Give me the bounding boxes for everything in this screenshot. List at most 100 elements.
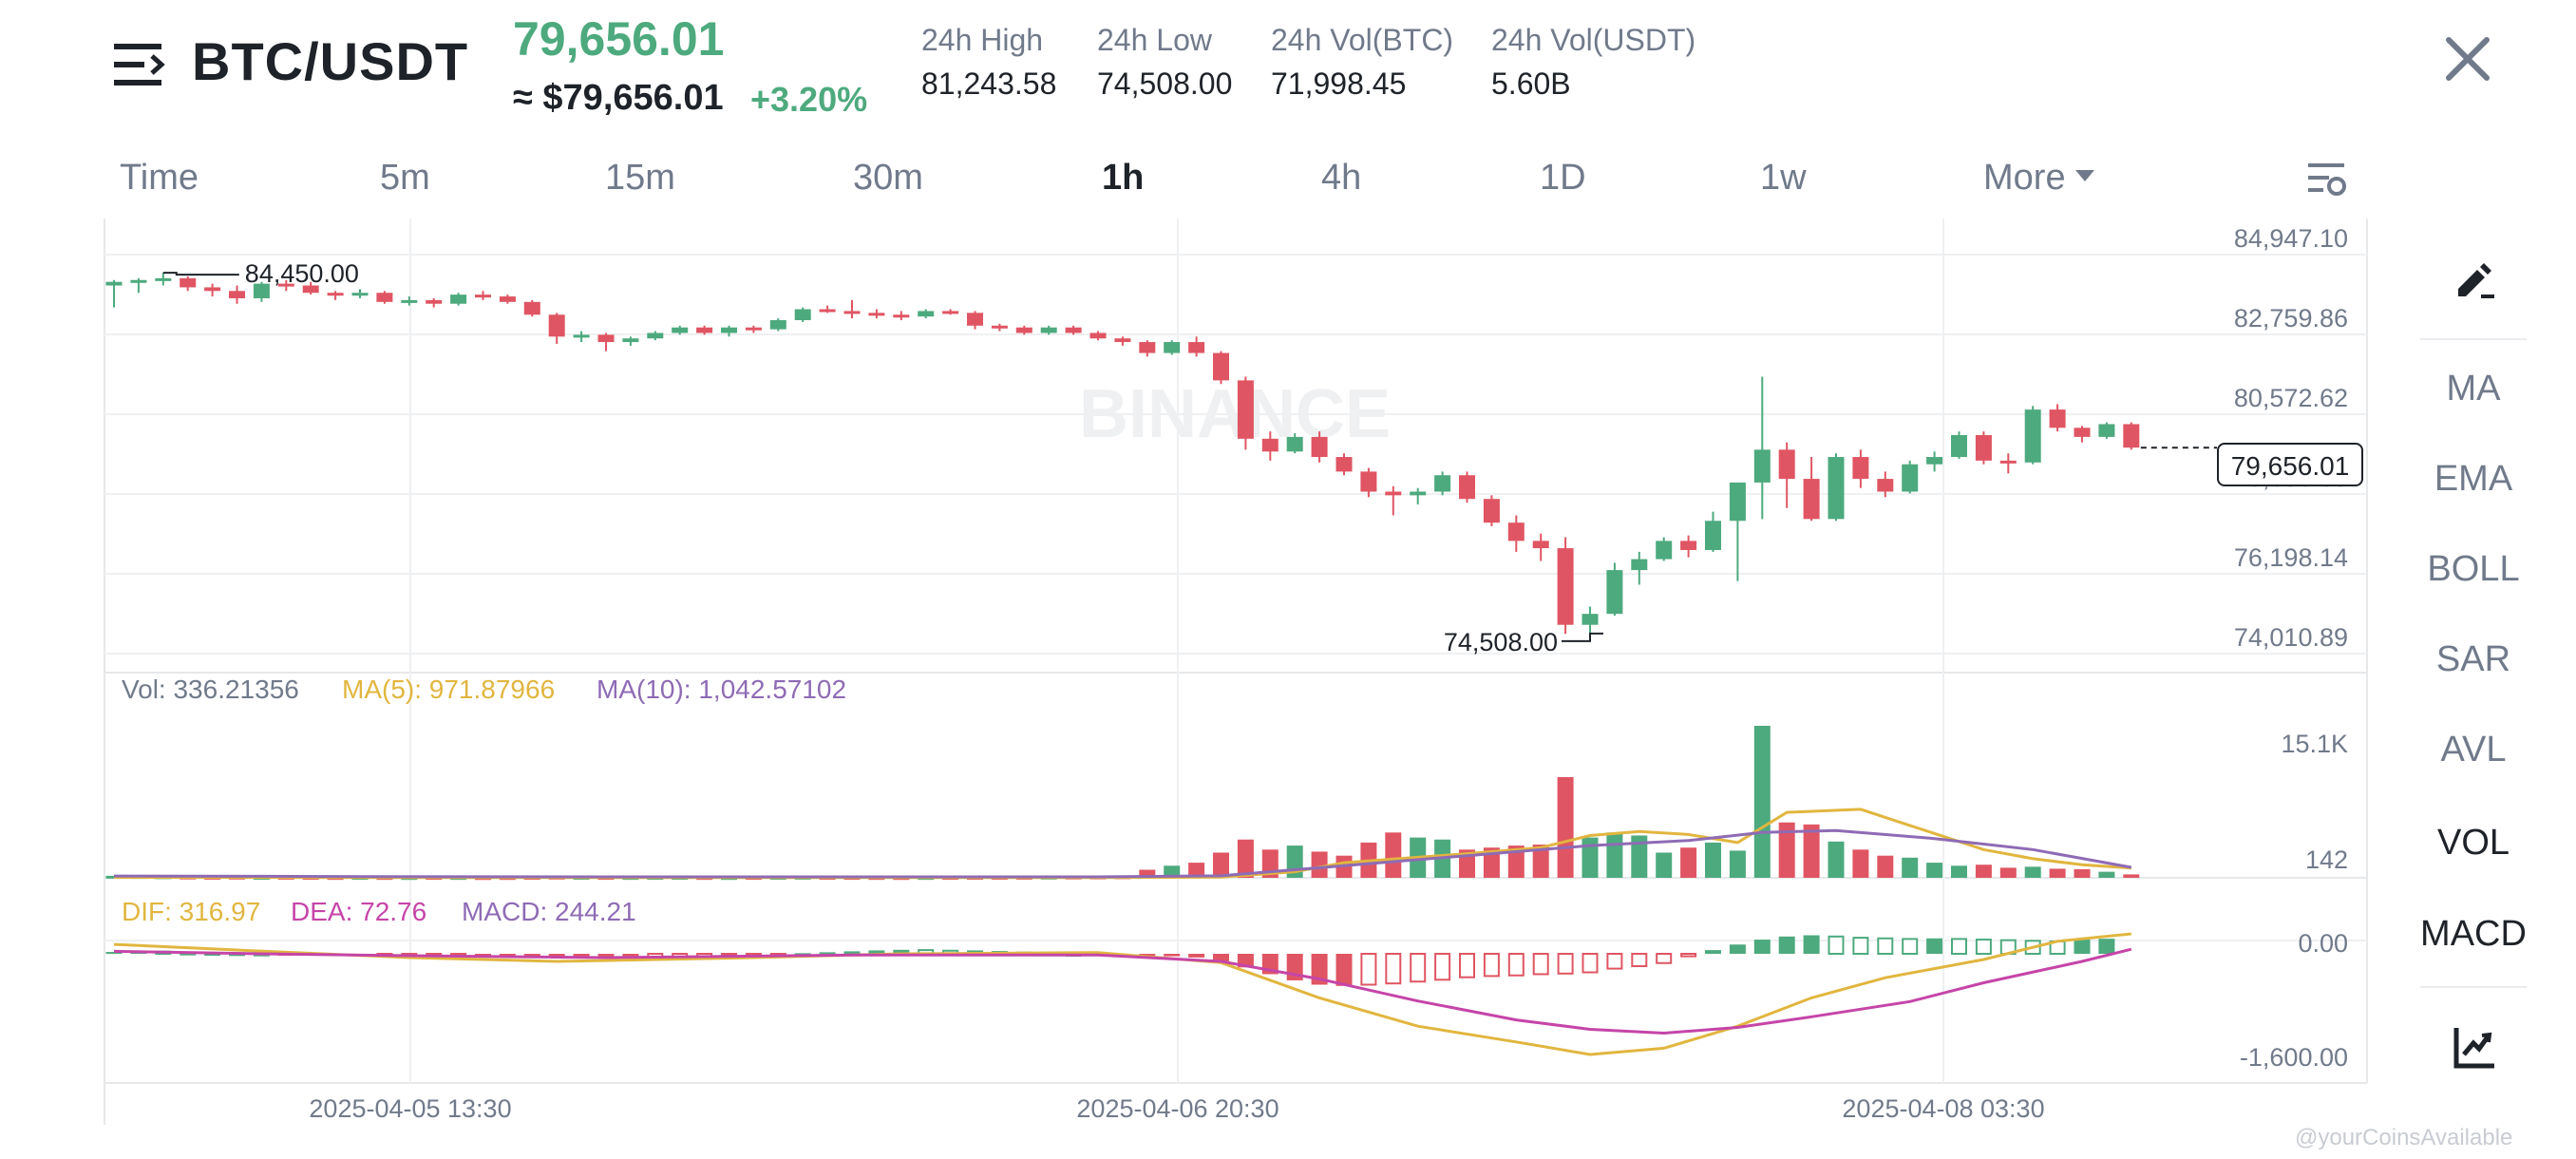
volume-bar xyxy=(1139,869,1156,878)
tab-1d[interactable]: 1D xyxy=(1540,158,1586,198)
macd-bar xyxy=(1459,953,1475,978)
macd-bar xyxy=(105,952,123,955)
indicator-vol[interactable]: VOL xyxy=(2436,823,2510,863)
macd-bar xyxy=(1335,954,1353,986)
macd-bar xyxy=(1557,953,1574,975)
indicator-ma[interactable]: MA xyxy=(2446,369,2501,408)
indicator-sar[interactable]: SAR xyxy=(2435,639,2511,679)
chart-settings-icon[interactable] xyxy=(2306,160,2348,198)
price-axis-label: 84,947.10 xyxy=(2234,224,2348,253)
volume-axis-label: 142 xyxy=(2305,846,2348,874)
candle xyxy=(180,277,197,288)
watermark-handle: @yourCoinsAvailable xyxy=(2295,1125,2513,1150)
volume-bar xyxy=(2098,871,2115,878)
macd-bar xyxy=(523,954,540,956)
macd-bar xyxy=(573,954,590,958)
high-marker-label: 84,450.00 xyxy=(245,259,359,288)
candle xyxy=(696,327,713,333)
macd-bar xyxy=(2074,940,2091,954)
tab-1h[interactable]: 1h xyxy=(1102,158,1145,198)
volume-bar xyxy=(1999,867,2017,878)
indicator-macd[interactable]: MACD xyxy=(2420,914,2527,954)
price-axis-label: 76,198.14 xyxy=(2234,543,2348,572)
candle xyxy=(1114,338,1131,343)
macd-bar xyxy=(1385,953,1402,985)
macd-bar xyxy=(475,954,491,956)
candle xyxy=(401,299,418,303)
chart-grid xyxy=(104,218,2368,1125)
candle xyxy=(1188,342,1205,353)
candle xyxy=(868,313,885,316)
candle xyxy=(1385,491,1402,496)
macd-bar xyxy=(843,951,861,954)
volume-bar xyxy=(1803,824,1820,878)
draw-tool-icon[interactable] xyxy=(2453,256,2498,302)
candle xyxy=(991,325,1008,329)
stat-24h-low-value: 74,508.00 xyxy=(1097,66,1233,101)
candle xyxy=(499,296,516,302)
candle xyxy=(918,311,935,317)
volume-bar xyxy=(1975,864,1992,878)
macd-bar xyxy=(1483,953,1500,978)
candle xyxy=(2123,424,2140,448)
low-marker-label: 74,508.00 xyxy=(1444,628,1558,656)
tab-15m[interactable]: 15m xyxy=(605,158,675,198)
tab-4h[interactable]: 4h xyxy=(1321,158,1362,198)
candle xyxy=(1951,434,1967,458)
candle xyxy=(1926,457,1943,465)
tab-1w[interactable]: 1w xyxy=(1760,158,1807,198)
macd-bar xyxy=(1926,938,1943,954)
macd-bar xyxy=(1188,954,1205,958)
candle xyxy=(1164,342,1181,353)
pair-title[interactable]: BTC/USDT xyxy=(192,31,469,91)
candle xyxy=(794,309,811,321)
candle xyxy=(1705,521,1721,550)
macd-bar xyxy=(1507,953,1525,977)
macd-bar xyxy=(1902,938,1919,956)
price-axis-label: 80,572.62 xyxy=(2234,384,2348,412)
volume-bar xyxy=(1213,852,1229,878)
candle xyxy=(1360,471,1377,492)
approx-usd-price: ≈ $79,656.01 xyxy=(513,78,724,118)
candle xyxy=(1483,499,1500,523)
volume-bar xyxy=(1705,842,1721,878)
current-price-tag: 79,656.01 xyxy=(2217,443,2363,486)
tab-5m[interactable]: 5m xyxy=(380,158,430,198)
trend-chart-icon[interactable] xyxy=(2453,1024,2498,1070)
candle xyxy=(2098,424,2115,437)
time-axis-label: 2025-04-06 20:30 xyxy=(1076,1094,1279,1123)
volume-bar xyxy=(2123,874,2140,878)
close-icon[interactable] xyxy=(2441,32,2494,86)
macd-bar xyxy=(2098,939,2115,954)
candle xyxy=(2074,428,2091,437)
indicator-avl[interactable]: AVL xyxy=(2440,730,2507,770)
tab-more[interactable]: More xyxy=(1983,158,2094,199)
candle xyxy=(647,332,664,339)
candle xyxy=(1778,449,1795,480)
tab-time[interactable]: Time xyxy=(120,158,199,198)
indicator-ema[interactable]: EMA xyxy=(2434,459,2513,499)
macd-bar xyxy=(1213,954,1229,961)
low-marker-line xyxy=(1562,632,1603,642)
volume-bar xyxy=(1753,726,1771,878)
candle xyxy=(548,314,565,337)
macd-bar xyxy=(1975,939,1992,955)
candle xyxy=(1335,457,1353,472)
volume-bar xyxy=(1631,835,1648,878)
menu-icon[interactable] xyxy=(114,42,167,87)
macd-bar xyxy=(1434,953,1451,981)
tab-30m[interactable]: 30m xyxy=(853,158,923,198)
candle xyxy=(2049,409,2066,428)
volume-bar xyxy=(1385,832,1402,878)
vol-ma10-legend: MA(10): 1,042.57102 xyxy=(597,674,847,704)
candle xyxy=(450,294,467,304)
indicator-boll[interactable]: BOLL xyxy=(2427,549,2520,589)
macd-histogram xyxy=(105,935,2115,986)
macd-bar xyxy=(1778,936,1795,954)
macd-bar xyxy=(1532,953,1549,976)
price-axis-label: 74,010.89 xyxy=(2234,623,2348,652)
macd-dif-line xyxy=(113,932,2131,1056)
macd-bar xyxy=(499,954,516,956)
candle xyxy=(721,327,737,333)
